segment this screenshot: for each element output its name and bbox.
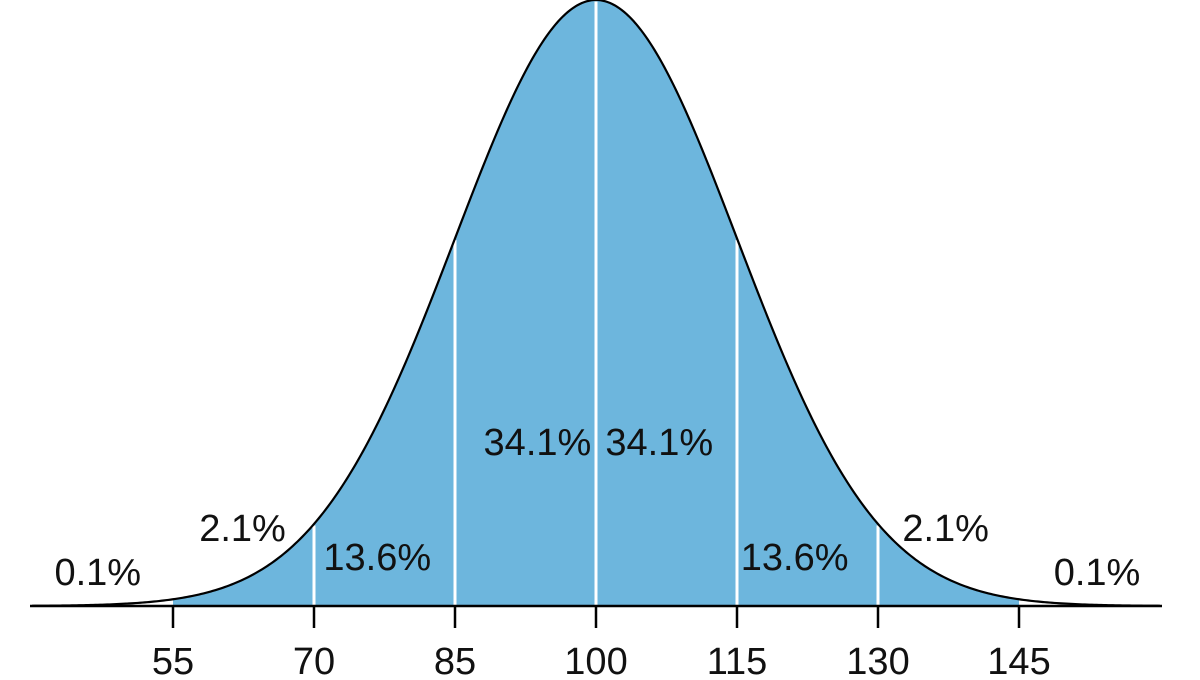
region-percent-label: 0.1% <box>54 552 141 594</box>
x-axis-ticks: 55 70 85 100 115 130 145 <box>152 606 1051 680</box>
region-labels: 0.1% 2.1% 13.6% 34.1% 34.1% 13.6% 2.1% 0.1% <box>54 422 1140 594</box>
curve-line <box>31 0 1161 607</box>
region-percent-label: 2.1% <box>199 508 286 550</box>
x-tick-label: 145 <box>987 641 1050 675</box>
x-tick-label: 130 <box>846 641 909 675</box>
region-percent-label: 2.1% <box>902 508 989 550</box>
x-tick-label: 85 <box>434 641 476 675</box>
x-tick-label: 115 <box>707 641 768 675</box>
region-percent-label: 0.1% <box>1054 552 1141 594</box>
region-percent-label: 13.6% <box>741 537 849 579</box>
region-percent-label: 13.6% <box>323 537 431 579</box>
x-tick-label: 70 <box>293 641 335 675</box>
x-tick-label: 100 <box>564 641 627 675</box>
region-percent-label: 34.1% <box>484 422 592 464</box>
region-percent-label: 34.1% <box>605 422 713 464</box>
x-tick-label: 55 <box>152 641 194 675</box>
divider-lines <box>312 1 880 606</box>
